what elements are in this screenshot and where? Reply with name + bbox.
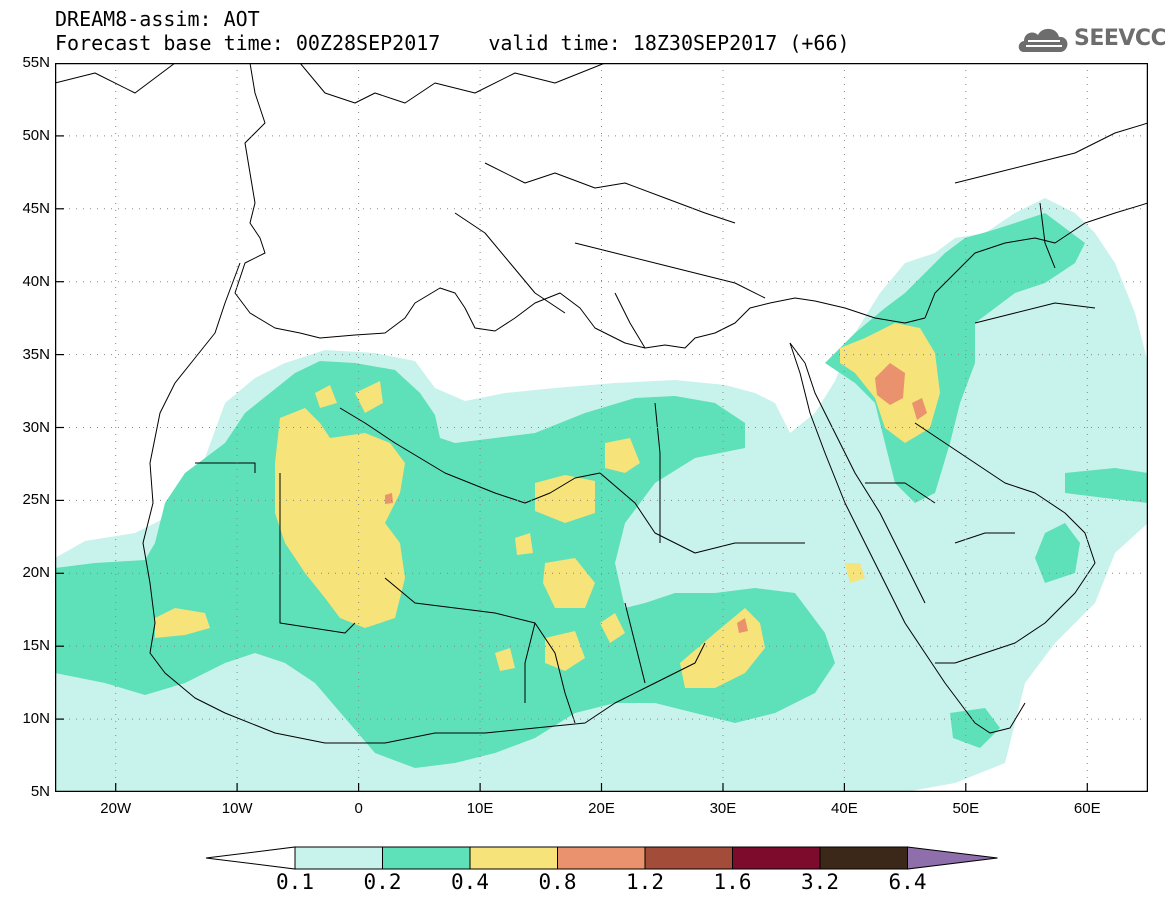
lon-tick-label: 10W xyxy=(221,800,253,817)
graticule xyxy=(55,63,1148,792)
colorbar-label: 6.4 xyxy=(888,870,927,894)
lat-tick-label: 50N xyxy=(22,126,50,144)
aot-band-0-8 xyxy=(385,363,927,633)
lon-tick-label: 40E xyxy=(831,800,858,817)
colorbar-label: 1.2 xyxy=(626,870,664,894)
lon-tick-label: 20E xyxy=(588,800,615,817)
colorbar-label: 0.1 xyxy=(276,870,314,894)
lat-tick-label: 45N xyxy=(22,199,50,217)
base-time: Forecast base time: 00Z28SEP2017 xyxy=(55,31,441,55)
colorbar-bin xyxy=(557,846,646,870)
lat-tick-label: 35N xyxy=(22,345,50,363)
map-subtitle: Forecast base time: 00Z28SEP2017 valid ti… xyxy=(55,32,850,54)
colorbar-bin xyxy=(644,846,733,870)
lat-tick-label: 20N xyxy=(22,564,50,582)
colorbar-label: 1.6 xyxy=(713,870,752,894)
lon-tick-label: 0 xyxy=(354,800,363,817)
colorbar-bin xyxy=(382,846,471,870)
lon-tick-label: 20W xyxy=(100,800,132,817)
lat-tick-label: 15N xyxy=(22,637,50,655)
colorbar-bin xyxy=(294,846,383,870)
coastlines-and-borders xyxy=(55,63,1148,744)
lat-tick-label: 5N xyxy=(30,783,50,800)
colorbar-label: 0.4 xyxy=(451,870,489,894)
colorbar-bin xyxy=(732,846,821,870)
lat-tick-label: 10N xyxy=(22,710,50,728)
valid-time: valid time: 18Z30SEP2017 (+66) xyxy=(488,31,850,55)
colorbar-under-arrow xyxy=(205,846,296,870)
lon-tick-label: 60E xyxy=(1073,800,1101,817)
lon-tick-label: 50E xyxy=(952,800,980,817)
lat-tick-label: 55N xyxy=(22,54,50,71)
colorbar-bin xyxy=(819,846,908,870)
aot-map xyxy=(55,63,1148,792)
colorbar-over-arrow xyxy=(907,846,998,870)
cloud-icon xyxy=(1018,28,1068,52)
colorbar xyxy=(205,846,998,870)
lat-tick-label: 25N xyxy=(22,491,50,509)
lon-tick-label: 10E xyxy=(466,800,494,817)
map-frame xyxy=(55,63,1148,792)
lat-tick-label: 30N xyxy=(22,418,50,436)
colorbar-label: 0.2 xyxy=(363,870,402,894)
colorbar-bin xyxy=(469,846,558,870)
lat-tick-label: 40N xyxy=(22,272,50,290)
seevccc-logo: SEEVCCC xyxy=(1016,22,1165,58)
aot-field xyxy=(55,198,1148,792)
logo-text: SEEVCCC xyxy=(1074,26,1165,51)
lon-tick-label: 30E xyxy=(709,800,737,817)
map-title: DREAM8-assim: AOT xyxy=(55,7,260,31)
colorbar-label: 3.2 xyxy=(801,870,839,894)
colorbar-label: 0.8 xyxy=(538,870,577,894)
axis-ticks xyxy=(55,135,1088,792)
